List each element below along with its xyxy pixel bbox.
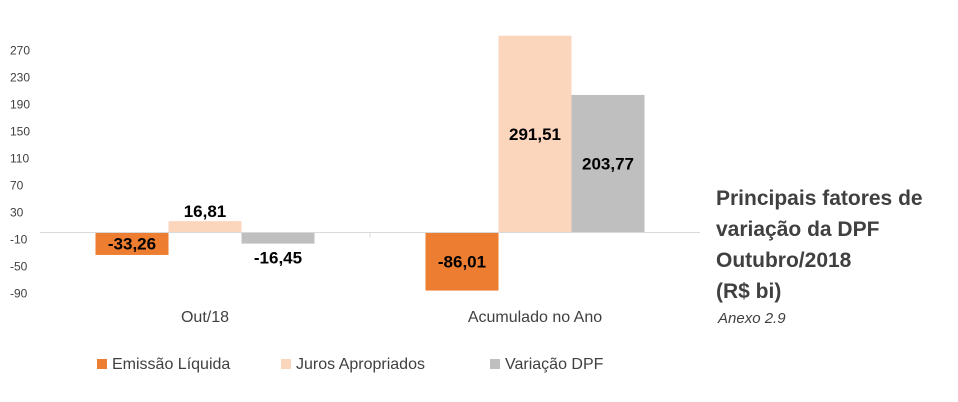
y-tick-label: 30 <box>10 205 24 219</box>
legend: Emissão Líquida Juros Apropriados Variação… <box>97 356 604 373</box>
legend-swatch <box>281 359 291 369</box>
legend-label: Emissão Líquida <box>112 356 230 373</box>
data-label: -16,45 <box>254 249 302 268</box>
legend-label: Variação DPF <box>505 356 604 373</box>
data-label: -33,26 <box>108 235 156 254</box>
chart-title: Principais fatores de variação da DPF Ou… <box>716 183 956 307</box>
legend-swatch <box>97 359 107 369</box>
category-label: Acumulado no Ano <box>468 309 602 326</box>
y-tick-label: 190 <box>10 97 30 111</box>
title-line-4: (R$ bi) <box>716 276 956 307</box>
bars <box>96 36 645 291</box>
chart-subtitle: Anexo 2.9 <box>718 310 786 327</box>
data-label: 203,77 <box>582 155 634 174</box>
x-axis: Out/18 Acumulado no Ano <box>181 233 602 327</box>
category-label: Out/18 <box>181 309 229 326</box>
data-label: 16,81 <box>184 202 227 221</box>
legend-swatch <box>490 359 500 369</box>
y-tick-label: -50 <box>10 259 28 273</box>
y-tick-label: 150 <box>10 124 30 138</box>
title-line-2: variação da DPF <box>716 214 956 245</box>
y-tick-label: -90 <box>10 286 28 300</box>
y-tick-label: -10 <box>10 232 28 246</box>
y-tick-label: 70 <box>10 178 24 192</box>
data-label: 291,51 <box>509 125 561 144</box>
title-line-1: Principais fatores de <box>716 183 956 214</box>
y-tick-label: 270 <box>10 43 30 57</box>
bar <box>242 233 315 244</box>
bar <box>169 221 242 232</box>
y-tick-label: 110 <box>10 151 29 165</box>
data-label: -86,01 <box>438 253 486 272</box>
y-axis: 270 230 190 150 110 70 30 -10 -50 -90 <box>10 43 30 300</box>
title-line-3: Outubro/2018 <box>716 245 956 276</box>
y-tick-label: 230 <box>10 70 30 84</box>
legend-label: Juros Apropriados <box>296 356 425 373</box>
